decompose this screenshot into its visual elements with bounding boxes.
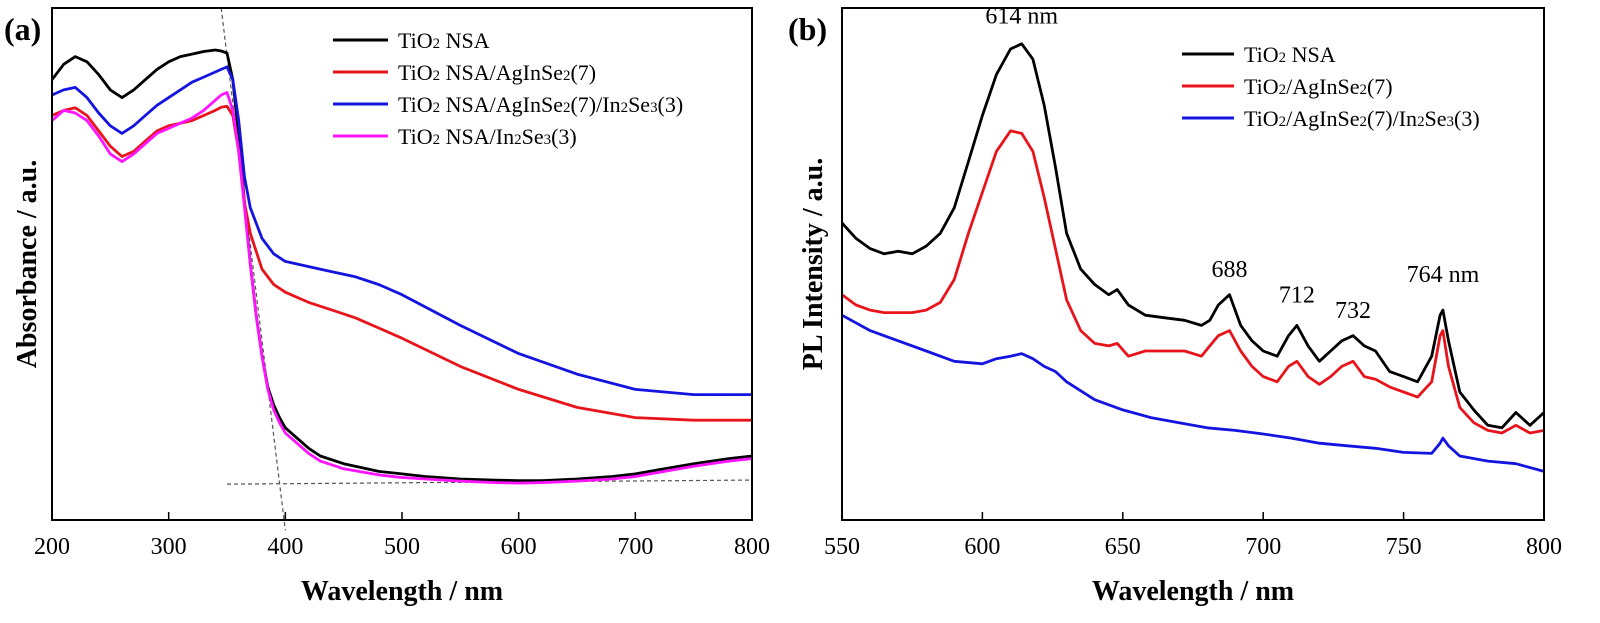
panel-b-legend-item: TiO2/AgInSe2(7)/In2Se3(3) [1182,106,1480,131]
panel-b-legend-item: TiO2/AgInSe2(7) [1182,74,1393,99]
panel-a-x-ticks: 200 300 400 500 600 700 800 [34,512,770,560]
panel-a-x-tick-label: 400 [267,534,303,560]
panel-a-series-tio2-nsa-in2se3-3 [51,91,753,485]
panel-a-legend-label: TiO2 NSA/AgInSe2(7)/In2Se3(3) [398,92,683,117]
panel-a-legend-label: TiO2 NSA [398,28,490,53]
panel-b-peak-label: 614 nm [985,3,1058,29]
panel-a-x-tick-label: 300 [151,534,187,560]
panel-b-frame [841,7,1545,521]
panel-a-series-tio2-nsa-aginse2-7 [51,104,752,422]
panel-b-legend-label: TiO2/AgInSe2(7)/In2Se3(3) [1244,106,1480,131]
panel-a-legend-item: TiO2 NSA/AgInSe2(7)/In2Se3(3) [333,92,683,117]
panel-b-annotations: 614 nm 688 712 732 764 nm [985,3,1479,323]
panel-a-legend-label: TiO2 NSA/In2Se3(3) [398,124,577,149]
panel-b-series-tio2-aginse2-7-in2se3-3 [841,313,1545,473]
panel-a-label: (a) [4,11,41,47]
panel-a-x-tick-label: 200 [34,534,70,560]
panel-b-peak-label: 732 [1335,298,1371,324]
panel-a-x-tick-label: 800 [734,534,770,560]
panel-a-x-tick-label: 600 [501,534,537,560]
panel-b-x-tick-label: 650 [1105,534,1141,560]
panel-b-x-tick-label: 550 [824,534,860,560]
panel-b-legend: TiO2 NSA TiO2/AgInSe2(7) TiO2/AgInSe2(7)/I… [1182,42,1480,131]
panel-b: (b) 550 600 650 700 750 800 Wavelength / nm P… [788,3,1562,607]
panel-a-legend: TiO2 NSA TiO2 NSA/AgInSe2(7) TiO2 NSA/AgIn… [333,28,683,149]
panel-a-legend-item: TiO2 NSA [333,28,490,53]
panel-a-guide-line-1 [220,7,286,531]
panel-a-plot-area [50,7,753,531]
panel-a-legend-item: TiO2 NSA/In2Se3(3) [333,124,577,149]
panel-b-plot-area [840,42,1545,473]
panel-a-x-axis-title: Wavelength / nm [301,576,503,607]
panel-b-peak-label: 688 [1212,257,1248,283]
panel-b-x-tick-label: 700 [1245,534,1281,560]
panel-b-x-axis-title: Wavelength / nm [1092,576,1294,607]
panel-a-x-tick-label: 700 [617,534,653,560]
panel-a-x-tick-label: 500 [384,534,420,560]
panel-b-x-tick-label: 750 [1386,534,1422,560]
panel-a-series-tio2-nsa-aginse2-7-in2se3-3 [51,65,752,397]
panel-b-series-tio2-nsa [840,42,1545,430]
panel-a: (a) 200 300 400 500 600 700 800 Wavelength / n… [4,7,770,607]
panel-a-legend-item: TiO2 NSA/AgInSe2(7) [333,60,596,85]
panel-b-x-ticks: 550 600 650 700 750 800 [824,512,1562,560]
panel-a-legend-label: TiO2 NSA/AgInSe2(7) [398,60,596,85]
panel-b-y-axis-title: PL Intensity / a.u. [798,158,829,370]
panel-a-y-axis-title: Absorbance / a.u. [12,160,43,368]
panel-b-legend-label: TiO2 NSA [1244,42,1336,67]
panel-b-x-tick-label: 800 [1526,534,1562,560]
panel-b-peak-label: 764 nm [1407,262,1480,288]
panel-b-peak-label: 712 [1279,282,1315,308]
panel-b-legend-item: TiO2 NSA [1182,42,1336,67]
panel-b-label: (b) [788,11,827,47]
panel-b-legend-label: TiO2/AgInSe2(7) [1244,74,1393,99]
panel-b-x-tick-label: 600 [964,534,1000,560]
panel-b-series-tio2-aginse2-7 [841,129,1545,435]
